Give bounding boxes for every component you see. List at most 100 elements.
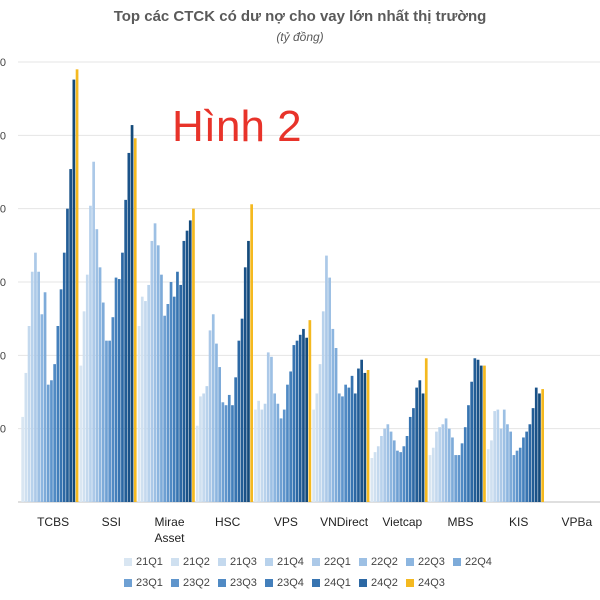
- legend-swatch: [124, 579, 132, 588]
- bar: [389, 431, 393, 502]
- bar: [150, 240, 154, 502]
- bar: [50, 380, 53, 502]
- bar: [215, 343, 218, 502]
- bar: [153, 223, 157, 503]
- bar: [428, 455, 432, 502]
- bar: [295, 340, 299, 502]
- legend-item: 21Q4: [265, 556, 304, 568]
- bar: [247, 240, 250, 502]
- legend-item: 22Q3: [406, 556, 445, 568]
- y-tick-label: 0: [0, 350, 6, 362]
- bar: [289, 371, 292, 502]
- bar: [82, 311, 86, 502]
- bar: [509, 431, 512, 502]
- bar: [286, 384, 289, 502]
- bar: [140, 296, 144, 502]
- bar: [276, 403, 280, 502]
- bar: [166, 304, 170, 502]
- legend-swatch: [218, 579, 226, 588]
- x-category-label: Mirae: [154, 515, 184, 529]
- bar: [454, 455, 457, 502]
- legend-label: 23Q2: [183, 577, 210, 589]
- bar: [302, 328, 305, 502]
- bar: [380, 436, 383, 502]
- bar: [69, 169, 72, 503]
- bar: [438, 427, 441, 502]
- legend-swatch: [218, 558, 226, 567]
- bar: [318, 364, 322, 502]
- bar: [292, 345, 296, 502]
- bar: [266, 352, 270, 502]
- bar: [169, 282, 173, 502]
- bar: [431, 447, 435, 502]
- legend-swatch: [265, 579, 273, 588]
- bar: [353, 393, 357, 502]
- x-category-label: KIS: [509, 515, 528, 529]
- bar: [463, 427, 467, 502]
- bar: [124, 199, 127, 502]
- bar: [208, 330, 212, 502]
- legend-swatch: [171, 579, 179, 588]
- bar: [366, 370, 370, 502]
- legend-label: 22Q1: [324, 556, 351, 568]
- bar: [53, 364, 56, 502]
- watermark-text: Hình 2: [172, 102, 302, 151]
- bar: [418, 380, 422, 502]
- bar: [473, 358, 477, 502]
- bar: [211, 314, 215, 502]
- bar: [144, 301, 147, 502]
- bar: [199, 396, 202, 502]
- y-tick-label: 0: [0, 204, 6, 216]
- bar: [156, 245, 160, 503]
- bar: [279, 418, 283, 502]
- bar: [188, 220, 192, 502]
- bar: [108, 340, 111, 502]
- bar: [325, 255, 328, 502]
- x-category-label: SSI: [102, 515, 121, 529]
- bar: [205, 386, 209, 502]
- bar: [341, 396, 344, 502]
- y-tick-label: 0: [0, 130, 6, 142]
- bar: [185, 230, 189, 502]
- bar: [415, 387, 418, 502]
- bar: [254, 409, 257, 502]
- bar: [399, 452, 402, 502]
- bar: [344, 384, 347, 502]
- bar: [72, 79, 76, 502]
- bar: [121, 252, 124, 502]
- bar: [305, 337, 308, 502]
- bar: [347, 387, 351, 502]
- legend-label: 24Q1: [324, 577, 351, 589]
- bar: [237, 340, 241, 502]
- legend-label: 21Q4: [277, 556, 304, 568]
- bar: [59, 289, 63, 502]
- legend-swatch: [359, 558, 367, 567]
- bar: [470, 381, 473, 502]
- legend-item: 21Q1: [124, 556, 163, 568]
- bar: [370, 458, 374, 502]
- bar: [270, 356, 273, 502]
- bar: [522, 437, 525, 502]
- x-category-label: MBS: [447, 515, 473, 529]
- bar: [257, 400, 260, 502]
- bar: [231, 405, 234, 502]
- bar: [160, 274, 163, 502]
- legend-swatch: [265, 558, 273, 567]
- bar: [408, 416, 412, 502]
- bar: [435, 431, 438, 502]
- bar: [460, 443, 464, 502]
- bar: [62, 252, 66, 502]
- legend-item: 23Q2: [171, 577, 210, 589]
- bar: [221, 402, 225, 502]
- bar: [260, 409, 264, 502]
- bar: [192, 208, 195, 502]
- bar: [483, 365, 486, 502]
- bar: [476, 359, 480, 502]
- bar: [499, 428, 503, 502]
- bar: [541, 389, 544, 502]
- legend-swatch: [312, 558, 320, 567]
- bar: [163, 315, 166, 502]
- bar: [528, 424, 532, 502]
- bar: [405, 436, 409, 502]
- chart-subtitle: (tỷ đồng): [276, 30, 324, 44]
